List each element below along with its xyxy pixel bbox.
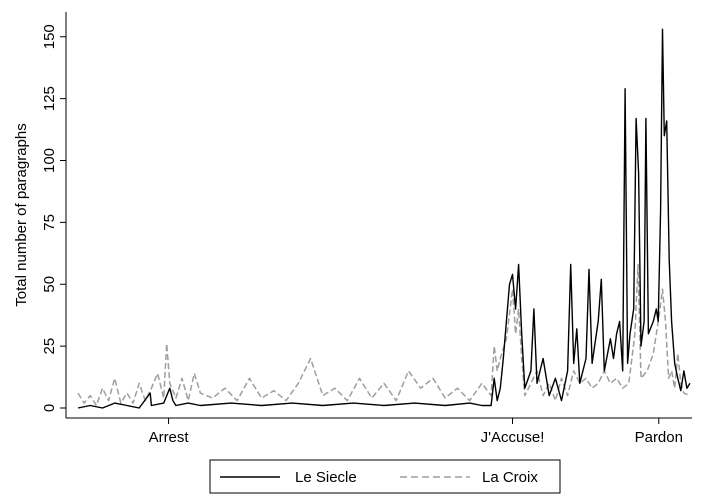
x-tick-label: Pardon xyxy=(635,429,683,446)
y-tick-label: 75 xyxy=(41,214,58,231)
series-line-la-croix xyxy=(77,263,691,407)
y-axis-ticks: 0 25 50 75 100 125 150 xyxy=(41,24,66,412)
legend: Le Siecle La Croix xyxy=(209,459,561,494)
y-tick-label: 100 xyxy=(41,148,58,173)
y-tick-label: 125 xyxy=(41,86,58,111)
series-layer xyxy=(77,28,691,409)
y-tick-label: 50 xyxy=(41,276,58,293)
y-tick-label: 150 xyxy=(41,24,58,49)
series-line-le-siecle xyxy=(77,28,691,409)
x-tick-label: Arrest xyxy=(149,429,190,446)
x-tick-label: J'Accuse! xyxy=(481,429,545,446)
y-tick-label: 0 xyxy=(41,404,58,412)
y-tick-label: 25 xyxy=(41,338,58,355)
x-axis-ticks: Arrest J'Accuse! Pardon xyxy=(149,418,683,446)
legend-label-la-croix: La Croix xyxy=(482,469,538,486)
legend-label-le-siecle: Le Siecle xyxy=(295,469,357,486)
y-axis-label: Total number of paragraphs xyxy=(13,123,30,306)
